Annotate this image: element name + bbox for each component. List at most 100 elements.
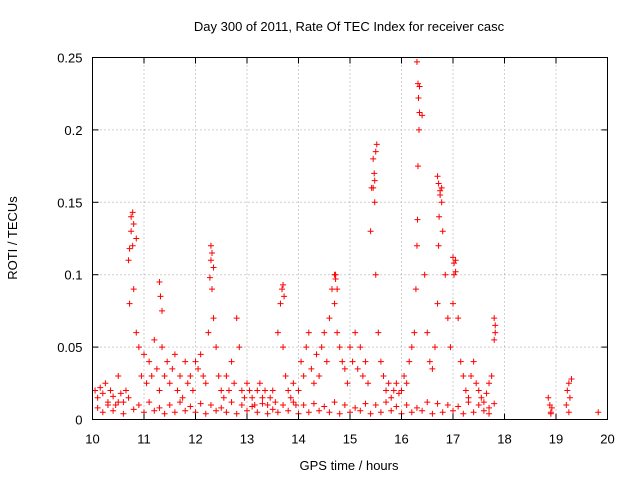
data-point [492, 322, 499, 329]
data-point [151, 407, 158, 414]
data-point [187, 373, 194, 380]
data-point [112, 402, 119, 409]
data-point [164, 358, 171, 365]
data-point [246, 387, 253, 394]
y-axis-label: ROTI / TECUs [5, 196, 20, 280]
data-point [104, 402, 111, 409]
data-point [126, 300, 133, 307]
data-point [277, 300, 284, 307]
data-point [403, 380, 410, 387]
data-point [156, 404, 163, 411]
data-point [135, 344, 142, 351]
data-point [129, 209, 136, 216]
data-point [143, 380, 150, 387]
x-tick-label: 11 [137, 432, 151, 447]
data-point [254, 409, 261, 416]
data-point [326, 315, 333, 322]
data-point [151, 336, 158, 343]
data-point [115, 399, 122, 406]
data-point [457, 358, 464, 365]
data-point [120, 410, 127, 417]
data-point [316, 407, 323, 414]
data-point [415, 95, 422, 102]
data-point [370, 184, 377, 191]
data-point [564, 387, 571, 394]
data-point [115, 373, 122, 380]
data-point [347, 344, 353, 351]
data-point [200, 373, 207, 380]
data-point [434, 173, 441, 180]
data-point [444, 402, 451, 409]
data-point [138, 373, 145, 380]
data-point [187, 403, 194, 410]
data-point [377, 409, 384, 416]
data-point [447, 344, 454, 351]
data-point [184, 380, 191, 387]
data-point [470, 358, 477, 365]
x-axis-label: GPS time / hours [300, 458, 399, 473]
data-point [413, 242, 420, 249]
data-point [331, 399, 338, 406]
data-point [171, 409, 178, 416]
data-point [238, 402, 245, 409]
data-point [565, 409, 572, 416]
data-point [371, 170, 378, 177]
data-point [107, 387, 114, 394]
data-point [197, 400, 204, 407]
data-point [321, 403, 328, 410]
data-point [305, 409, 312, 416]
data-point [547, 410, 554, 417]
data-point [357, 407, 364, 414]
data-point [393, 403, 400, 410]
x-tick-label: 18 [497, 432, 511, 447]
x-tick-label: 15 [343, 432, 357, 447]
data-point [372, 148, 379, 155]
data-point [251, 402, 258, 409]
data-point [480, 399, 487, 406]
data-point [424, 399, 431, 406]
x-tick-label: 14 [291, 432, 305, 447]
data-point [298, 358, 305, 365]
data-point [231, 380, 238, 387]
data-point [249, 403, 256, 410]
data-point [354, 365, 361, 372]
data-point [236, 344, 243, 351]
data-point [488, 373, 495, 380]
data-point [434, 300, 441, 307]
data-point [460, 373, 467, 380]
data-point [318, 344, 325, 351]
data-point [94, 404, 101, 411]
y-tick-label: 0.2 [64, 123, 82, 138]
data-point [352, 329, 359, 336]
data-point [419, 407, 426, 414]
data-point [208, 286, 215, 293]
data-point [416, 83, 423, 90]
data-point [313, 351, 320, 358]
data-point [434, 400, 441, 407]
data-point [210, 315, 217, 322]
data-point [141, 351, 147, 358]
data-point [269, 406, 276, 413]
data-point [452, 268, 459, 275]
data-point [182, 358, 189, 365]
data-point [568, 375, 575, 382]
data-point [365, 380, 372, 387]
data-point [408, 409, 415, 416]
data-point [280, 402, 287, 409]
data-point [285, 407, 292, 414]
data-point [414, 80, 421, 87]
data-point [336, 344, 343, 351]
data-point [383, 387, 390, 394]
data-point [426, 358, 433, 365]
data-point [223, 409, 230, 416]
data-point [244, 380, 250, 387]
data-point [316, 373, 323, 380]
data-point [385, 380, 392, 387]
data-point [486, 410, 493, 417]
data-point [372, 271, 379, 278]
data-point [210, 264, 217, 271]
data-point [259, 400, 266, 407]
data-point [213, 407, 220, 414]
data-point [444, 315, 451, 322]
data-point [166, 380, 173, 387]
